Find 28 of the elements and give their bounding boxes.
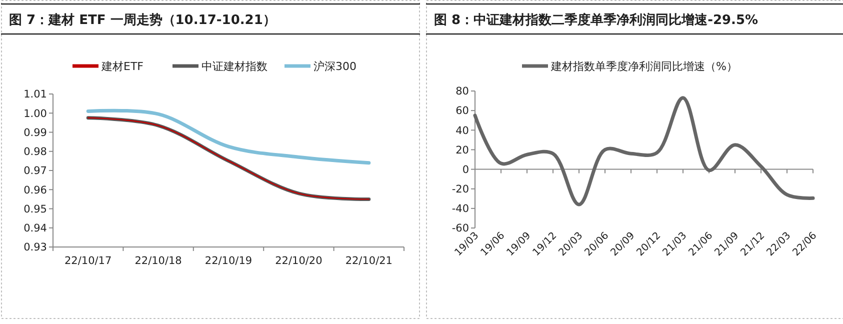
y-tick-label: 0.94 (24, 222, 48, 235)
y-tick-label: 0.95 (24, 203, 47, 216)
chart-title: 图 7：建材 ETF 一周走势（10.17-10.21） (9, 12, 276, 28)
legend-label: 中证建材指数 (202, 60, 268, 73)
x-tick-label: 22/10/19 (204, 255, 252, 267)
x-tick-label: 22/10/17 (64, 255, 112, 267)
legend-label: 建材ETF (100, 60, 144, 73)
y-tick-label: 80 (456, 86, 469, 98)
y-tick-label: -40 (452, 203, 469, 216)
y-tick-label: 60 (456, 105, 469, 118)
y-tick-label: 0.98 (24, 146, 47, 158)
y-tick-label: -60 (452, 222, 469, 235)
y-tick-label: 0.99 (24, 126, 47, 139)
chart-title: 图 8：中证建材指数二季度单季净利润同比增速-29.5% (434, 12, 758, 28)
y-tick-label: 0.97 (24, 165, 47, 178)
y-tick-label: -20 (452, 184, 469, 196)
y-tick-label: 20 (456, 144, 469, 156)
legend-label: 沪深300 (314, 60, 356, 73)
y-tick-label: 1.00 (24, 108, 47, 120)
y-tick-label: 1.01 (24, 88, 47, 101)
legend-label: 建材指数单季度净利润同比增速（%） (550, 60, 738, 73)
y-tick-label: 40 (456, 124, 469, 137)
y-tick-label: 0.93 (24, 242, 47, 254)
x-tick-label: 22/10/18 (134, 255, 182, 267)
y-tick-label: 0.96 (24, 184, 48, 196)
x-tick-label: 22/10/21 (345, 255, 392, 267)
x-tick-label: 22/10/20 (275, 255, 322, 267)
y-tick-label: 0 (462, 164, 469, 176)
